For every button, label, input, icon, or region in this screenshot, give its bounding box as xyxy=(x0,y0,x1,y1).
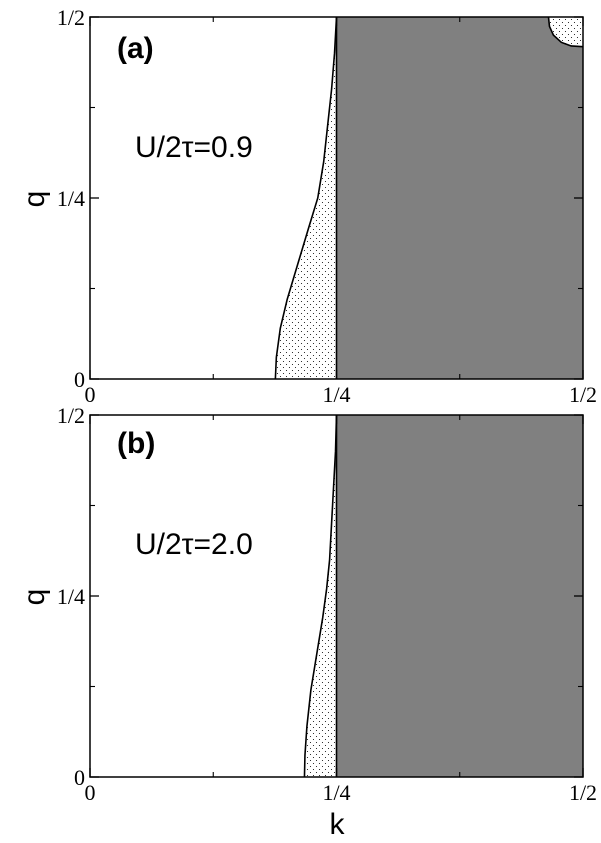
gray-region xyxy=(336,415,583,777)
y-tick-label: 1/2 xyxy=(57,403,85,428)
parameter-annotation: U/2τ=2.0 xyxy=(135,528,253,561)
gray-region xyxy=(336,17,583,379)
regions xyxy=(275,17,583,379)
boundary-lines xyxy=(274,16,584,380)
y-tick-label: 0 xyxy=(74,367,85,392)
panel-b: 0 1/4 1/2 0 1/4 1/2 (b) U/2τ=2.0 q k xyxy=(18,403,597,841)
y-axis-title: q xyxy=(18,589,51,606)
x-tick-label: 1/4 xyxy=(322,780,350,805)
dotted-corner-region xyxy=(548,17,583,47)
panel-a: 0 1/4 1/2 0 1/4 1/2 (a) U/2τ=0.9 q xyxy=(18,5,597,407)
x-tick-label: 1/2 xyxy=(569,382,597,407)
parameter-annotation: U/2τ=0.9 xyxy=(135,131,253,164)
x-axis-title: k xyxy=(330,808,346,841)
x-tick-label: 1/4 xyxy=(322,382,350,407)
y-tick-label: 1/2 xyxy=(57,5,85,30)
dotted-region xyxy=(304,415,337,777)
tick-marks xyxy=(89,16,584,380)
regions xyxy=(304,415,583,777)
y-tick-label: 1/4 xyxy=(57,186,85,211)
panel-label: (a) xyxy=(117,32,154,65)
panel-label: (b) xyxy=(117,427,155,460)
boundary-curve xyxy=(303,414,338,778)
boundary-curve xyxy=(274,16,338,380)
x-tick-label: 0 xyxy=(85,382,96,407)
x-tick-label: 0 xyxy=(85,780,96,805)
tick-labels: 0 1/4 1/2 0 1/4 1/2 xyxy=(57,403,597,805)
y-axis-title: q xyxy=(18,191,51,208)
y-tick-label: 1/4 xyxy=(57,584,85,609)
y-tick-label: 0 xyxy=(74,765,85,790)
tick-labels: 0 1/4 1/2 0 1/4 1/2 xyxy=(57,5,597,407)
boundary-lines xyxy=(303,414,338,778)
dotted-region xyxy=(275,17,337,379)
corner-boundary-curve xyxy=(547,16,584,48)
tick-marks xyxy=(89,414,584,778)
x-tick-label: 1/2 xyxy=(569,780,597,805)
